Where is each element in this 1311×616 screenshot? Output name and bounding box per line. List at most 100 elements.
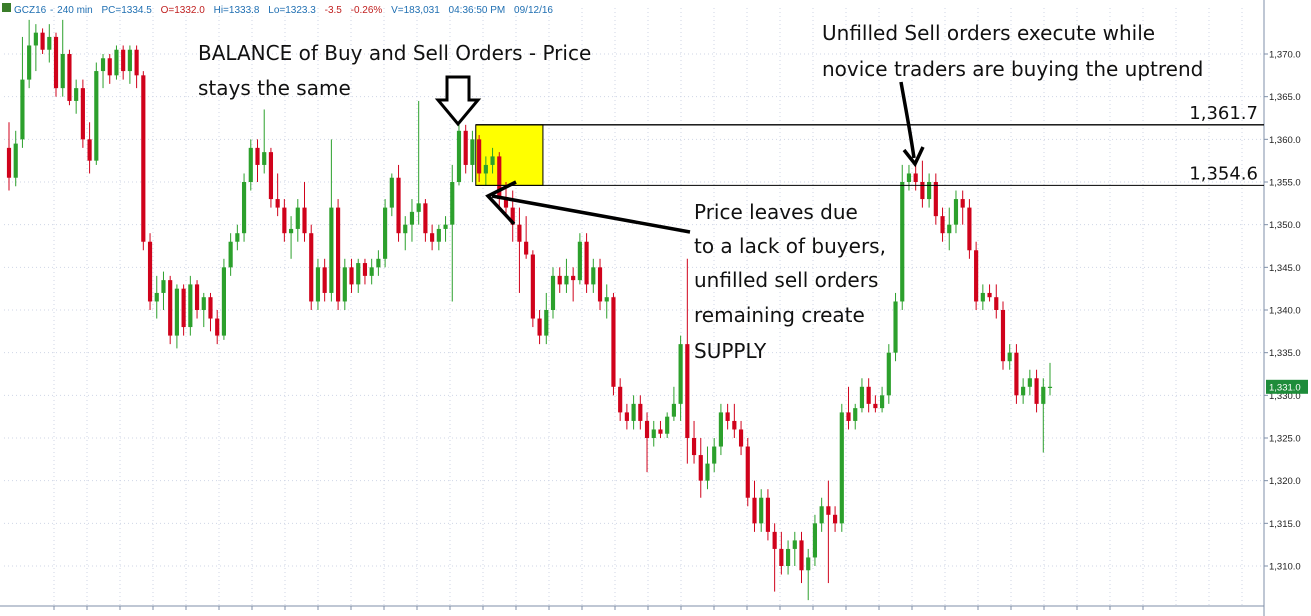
candle-body [1041,386,1046,404]
header-low: Lo=1323.3 [268,5,316,16]
candle [147,233,153,310]
candle [1047,362,1053,396]
candle [208,292,213,332]
candle [665,412,670,438]
candle-body [752,497,757,524]
candle-body [302,207,307,234]
candle-body [812,523,818,558]
candle [893,292,898,362]
header-change: -3.5 [325,5,343,16]
candle [134,45,139,89]
candle [40,28,45,54]
candle [987,284,992,302]
candle-body [591,267,596,285]
candle-body [705,463,710,481]
candle [906,164,912,191]
candle-body [27,45,32,80]
candle [1014,344,1019,404]
y-tick-label: 1,340.0 [1269,306,1301,317]
candle [913,164,918,191]
last-price-marker [1266,379,1308,394]
candle-body [107,58,112,76]
candle-body [282,207,287,234]
candle [470,130,475,182]
candle-body [383,207,388,259]
candle-body [315,267,321,302]
header-pc: PC=1334.5 [102,5,153,16]
price-level-label: 1,354.6 [1189,163,1258,184]
y-tick-label: 1,355.0 [1269,178,1301,189]
candle [933,173,938,225]
candle [1034,369,1039,413]
candle [248,139,253,191]
candle-body [154,292,159,302]
candle [362,258,368,285]
candle [806,548,811,601]
candle-body [483,164,488,174]
candle [994,284,999,319]
candle-body [275,199,280,208]
candle [483,156,488,186]
candle [685,258,690,464]
down-arrow-icon [434,75,482,127]
candle-body [779,548,784,566]
candle [953,190,959,234]
candle [638,395,643,430]
annotation-unfilled-line-2: novice traders are buying the uptrend [822,57,1203,81]
candle-body [194,284,200,310]
annotation-leaves-line-3: unfilled sell orders [694,268,878,292]
candle-body [846,412,851,421]
candle-body [121,49,126,72]
candle [886,344,891,404]
candle-body [336,207,341,302]
candle [846,386,851,430]
candle-body [262,152,267,165]
candle [631,395,636,430]
price-level-label: 1,361.7 [1189,103,1258,124]
candle-body [913,173,918,182]
candle [443,216,448,242]
candle-body [1014,352,1019,396]
candle [94,62,99,165]
candle [188,275,193,336]
candle [369,258,374,285]
candle [389,173,394,217]
candle-body [322,267,327,293]
candle-body [174,288,179,336]
candle-body [443,224,448,229]
candle-body [906,173,912,182]
candle [100,54,106,89]
candle [752,480,757,532]
annotation-unfilled-line-1: Unfilled Sell orders execute while [822,21,1155,45]
candle [980,284,985,310]
y-tick-label: 1,310.0 [1269,562,1301,573]
y-tick-label: 1,345.0 [1269,263,1301,274]
candle-body [833,514,838,524]
candle [859,378,865,413]
candle-body [685,344,690,438]
candle [853,403,858,430]
candle-body [927,182,932,200]
candle-body [524,241,529,255]
candle [154,275,159,319]
candle-body [718,412,723,447]
candle-body [215,318,220,336]
candle-body [60,54,65,89]
header-date: 09/12/16 [514,5,553,16]
candle-body [873,403,878,409]
candle [550,267,556,319]
y-tick-label: 1,315.0 [1269,519,1301,530]
candle-body [20,79,25,140]
candle-body [866,386,871,404]
candle [322,258,327,302]
candle [47,24,52,63]
candle [107,54,112,84]
candle [342,258,347,310]
annotation-leaves-line-1: Price leaves due [694,200,858,224]
candle [1027,369,1032,396]
candle-body [765,497,771,532]
candle-body [1000,310,1006,362]
candle-body [544,310,549,336]
candle-body [886,352,891,396]
candle [67,49,72,106]
